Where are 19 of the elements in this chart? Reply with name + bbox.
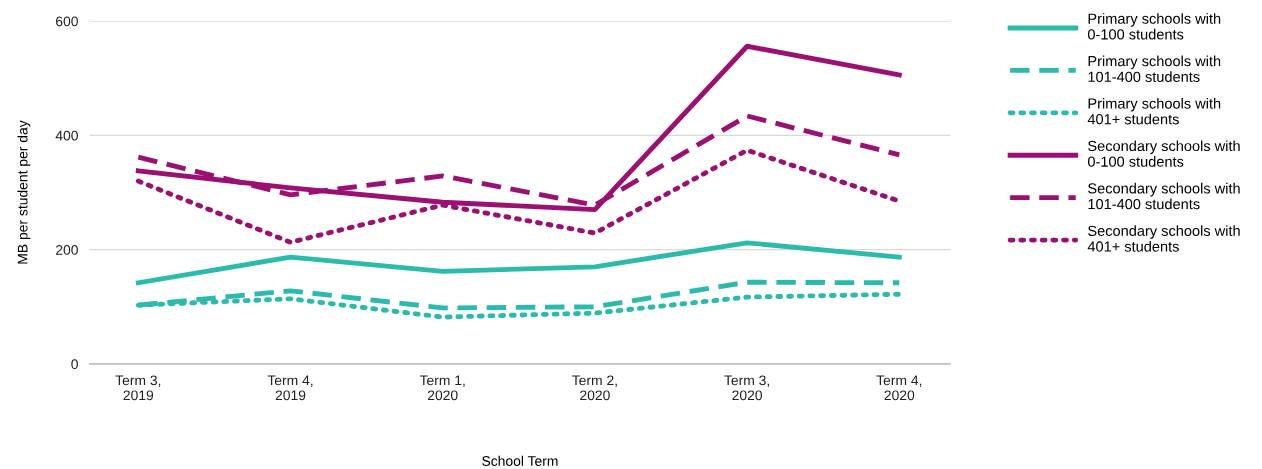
line-series [135, 240, 902, 286]
x-tick-label: Term 1, 2020 [419, 375, 465, 401]
y-axis-title: MB per student per day [17, 120, 31, 264]
legend-label: Secondary schools with 101-400 students [1088, 182, 1240, 210]
x-axis-title: School Term [482, 455, 558, 466]
y-tick-label: 400 [55, 130, 78, 141]
y-tick-label: 0 [71, 359, 78, 370]
legend-label: Secondary schools with 401+ students [1087, 225, 1240, 252]
y-tick-label: 200 [56, 245, 78, 255]
legend-label: Primary schools with 0-100 students [1087, 13, 1221, 40]
x-tick-label: Term 4, 2019 [267, 375, 313, 401]
legend-label: Secondary schools with 0-100 students [1087, 140, 1240, 167]
legend-label: Primary schools with 101-400 students [1088, 55, 1221, 82]
y-tick-label: 600 [56, 16, 78, 27]
x-tick-label: Term 3, 2020 [724, 375, 769, 401]
x-tick-label: Term 3, 2019 [115, 375, 161, 401]
legend-label: Primary schools with 401+ students [1087, 97, 1221, 125]
x-tick-label: Term 2, 2020 [572, 375, 617, 401]
x-tick-label: Term 4, 2020 [876, 375, 922, 401]
